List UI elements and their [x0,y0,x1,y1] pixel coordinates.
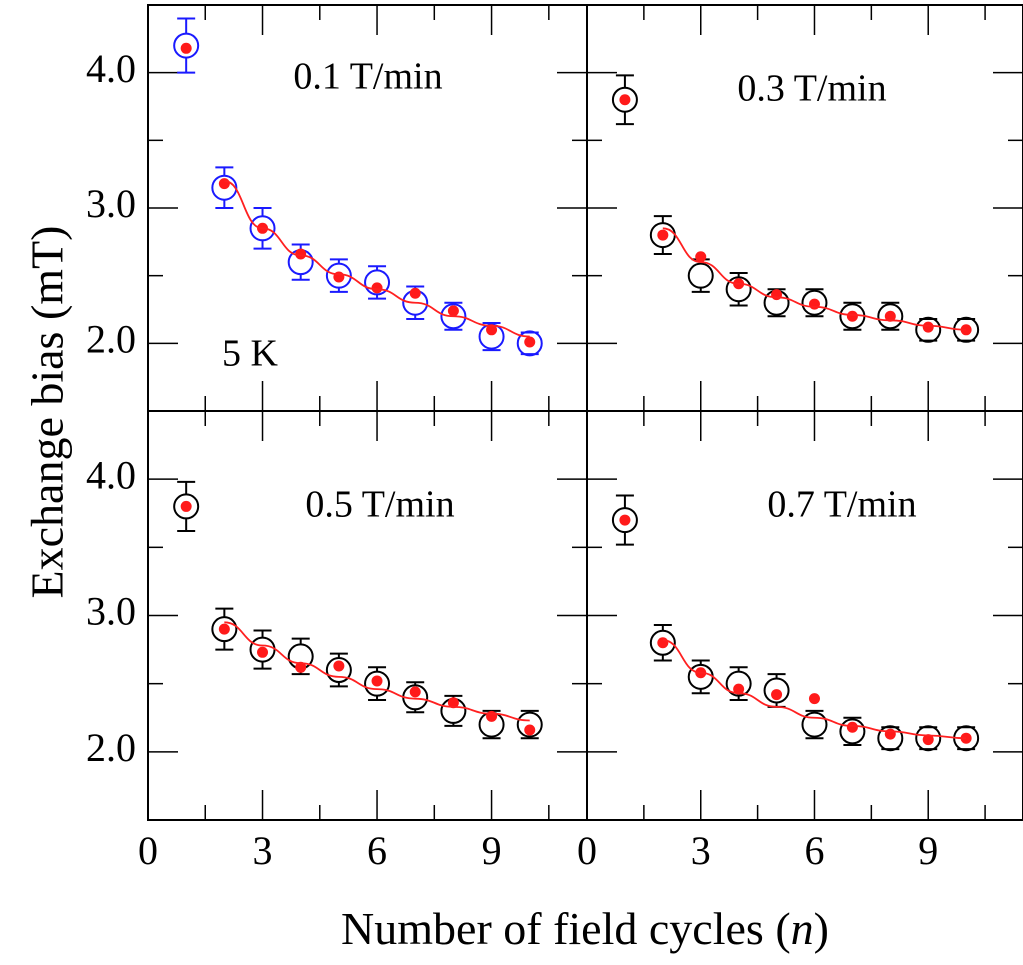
open-circle-point [801,289,828,316]
open-circle-point [725,276,752,303]
panel-rate-label: 0.7 T/min [767,484,916,526]
filled-dot-point [524,724,536,736]
filled-dot-point [180,500,192,512]
x-axis-label-variable: n [791,903,814,954]
filled-dot-point [733,683,745,695]
temperature-annotation: 5 K [222,333,279,375]
filled-dot-point [333,660,345,672]
y-tick-label: 4.0 [86,452,136,497]
open-circle-point [611,507,638,534]
filled-dot-point [295,661,307,673]
x-axis-label-close: ) [814,903,829,954]
y-tick-label: 3.0 [86,589,136,634]
y-tick-label: 3.0 [86,181,136,226]
y-axis-label: Exchange bias (mT) [22,226,73,599]
filled-dot-point [257,646,269,658]
open-circle-point [211,174,238,201]
x-tick-label: 9 [482,828,502,873]
x-tick-label: 0 [138,828,158,873]
panel-top-right: 0.3 T/min [586,4,1023,412]
filled-dot-point [922,321,934,333]
x-tick-label: 3 [253,828,273,873]
open-circle-point [649,629,676,656]
x-tick-label: 0 [577,828,597,873]
open-circle-point [877,303,904,330]
filled-dot-point [180,42,192,54]
open-circle-point [516,711,543,738]
filled-dot-point [808,693,820,705]
panel-frame [147,410,588,821]
x-tick-label: 6 [804,828,824,873]
filled-dot-point [524,336,536,348]
filled-dot-point [846,310,858,322]
panel-bottom-right: 0 3 6 9 0.7 T/min [577,410,1023,873]
open-circle-point [249,215,276,242]
filled-dot-point [218,178,230,190]
filled-dot-point [846,721,858,733]
filled-dot-point [447,697,459,709]
filled-dot-point [409,686,421,698]
open-circle-point [325,657,352,684]
filled-dot-point [295,248,307,260]
x-tick-label: 6 [367,828,387,873]
panel-bottom-left: 2.0 3.0 4.0 0 3 6 9 0.5 T/min [86,410,588,873]
filled-dot-point [771,689,783,701]
x-tick-label: 3 [691,828,711,873]
open-circle-point [725,670,752,697]
open-circle-point [687,262,714,289]
open-circle-point [839,718,866,745]
filled-dot-point [447,305,459,317]
open-circle-point [763,677,790,704]
panel-frame [586,4,1023,412]
filled-dot-point [371,282,383,294]
open-circle-point [516,330,543,357]
fit-curve [662,639,967,740]
x-tick-label: 9 [918,828,938,873]
x-axis-label-text: Number of field cycles ( [341,903,791,954]
filled-dot-point [657,229,669,241]
filled-dot-point [619,514,631,526]
filled-dot-point [371,675,383,687]
panel-top-left: 2.0 3.0 4.0 0.1 T/min 5 K [86,4,588,412]
filled-dot-point [884,728,896,740]
open-circle-point [173,493,200,520]
y-tick-label: 2.0 [86,317,136,362]
panel-rate-label: 0.3 T/min [737,68,886,110]
open-circle-point [211,616,238,643]
fit-curve [662,227,967,331]
open-circle-point [611,86,638,113]
y-tick-label: 4.0 [86,46,136,91]
filled-dot-point [486,324,498,336]
fit-curve [224,621,530,722]
filled-dot-point [808,298,820,310]
x-axis-label: Number of field cycles (n) [341,903,829,954]
filled-dot-point [922,734,934,746]
open-circle-point [364,670,391,697]
filled-dot-point [409,287,421,299]
open-circle-point [325,262,352,289]
panel-rate-label: 0.1 T/min [293,56,442,98]
open-circle-point [801,711,828,738]
panel-frame [586,410,1023,821]
open-circle-point [877,725,904,752]
filled-dot-point [486,710,498,722]
panel-rate-label: 0.5 T/min [305,484,454,526]
filled-dot-point [884,310,896,322]
y-tick-label: 2.0 [86,725,136,770]
filled-dot-point [657,637,669,649]
open-circle-point [915,316,942,343]
open-circle-point [364,269,391,296]
open-circle-point [173,32,200,59]
fit-curve [224,180,530,338]
filled-dot-point [771,289,783,301]
filled-dot-point [695,251,707,263]
filled-dot-point [218,623,230,635]
open-circle-point [440,303,467,330]
filled-dot-point [619,94,631,106]
open-circle-point [915,725,942,752]
